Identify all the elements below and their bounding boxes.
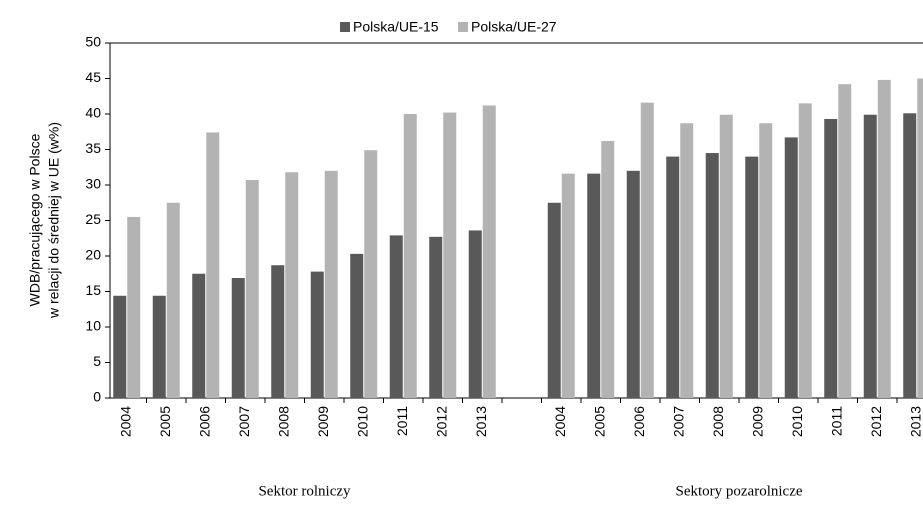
y-tick-label: 5: [93, 353, 101, 369]
bar: [561, 173, 575, 398]
bar: [231, 278, 245, 398]
bar: [877, 79, 891, 399]
legend-label: Polska/UE-27: [471, 19, 557, 35]
y-tick-label: 50: [85, 34, 101, 50]
x-tick-label: 2009: [749, 406, 765, 437]
bar: [745, 156, 759, 398]
y-axis-label: WDB/pracującego w Polsce: [27, 133, 43, 306]
bar: [166, 202, 180, 398]
bar: [640, 102, 654, 398]
legend-label: Polska/UE-15: [353, 19, 439, 35]
x-tick-label: 2004: [117, 406, 133, 437]
x-tick-label: 2005: [157, 406, 173, 437]
x-tick-label: 2008: [275, 406, 291, 437]
bar: [587, 173, 601, 398]
x-tick-label: 2009: [315, 406, 331, 437]
group-label: Sektory pozarolnicze: [675, 483, 802, 499]
y-tick-label: 40: [85, 105, 101, 121]
x-tick-label: 2011: [828, 406, 844, 436]
bar: [245, 180, 259, 398]
bar: [626, 170, 640, 398]
bar: [429, 236, 443, 398]
x-tick-label: 2008: [710, 406, 726, 437]
bar: [310, 271, 324, 398]
x-tick-label: 2012: [868, 406, 884, 437]
bar: [152, 295, 166, 398]
bar: [285, 172, 299, 398]
bar: [547, 202, 561, 398]
group-label: Sektor rolniczy: [258, 483, 351, 499]
y-tick-label: 30: [85, 176, 101, 192]
x-tick-label: 2007: [236, 406, 252, 437]
bar: [759, 123, 773, 398]
bar: [719, 114, 733, 399]
bar: [443, 112, 457, 398]
bar: [798, 103, 812, 398]
bar: [863, 114, 877, 399]
y-tick-label: 0: [93, 389, 101, 405]
bar: [113, 295, 127, 398]
bar: [903, 113, 917, 398]
bar: [403, 114, 417, 398]
x-tick-label: 2004: [552, 406, 568, 437]
y-tick-label: 45: [85, 69, 101, 85]
x-tick-label: 2013: [473, 406, 489, 437]
bar: [838, 84, 852, 399]
bar: [350, 253, 364, 398]
bar: [324, 170, 338, 398]
legend-swatch: [458, 22, 468, 32]
y-tick-label: 35: [85, 140, 101, 156]
bar: [705, 153, 719, 398]
bar: [784, 137, 798, 398]
x-tick-label: 2005: [591, 406, 607, 437]
y-tick-label: 25: [85, 211, 101, 227]
y-tick-label: 10: [85, 318, 101, 334]
bar: [482, 105, 496, 398]
x-tick-label: 2011: [394, 406, 410, 436]
bar: [680, 123, 694, 398]
bar: [666, 156, 680, 398]
y-tick-label: 20: [85, 247, 101, 263]
bar: [468, 230, 482, 398]
x-tick-label: 2010: [354, 406, 370, 437]
x-tick-label: 2010: [789, 406, 805, 437]
legend-swatch: [340, 22, 350, 32]
y-axis-label: w relacji do średniej w UE (w%): [46, 122, 62, 319]
y-tick-label: 15: [85, 282, 101, 298]
bar: [127, 216, 141, 398]
bar: [192, 273, 206, 398]
bar: [824, 118, 838, 398]
x-tick-label: 2006: [196, 406, 212, 437]
x-tick-label: 2013: [907, 406, 923, 437]
bar: [917, 78, 923, 398]
bar: [271, 265, 285, 398]
x-tick-label: 2012: [433, 406, 449, 437]
bar: [389, 235, 403, 398]
bar: [206, 132, 220, 398]
x-tick-label: 2006: [631, 406, 647, 437]
x-tick-label: 2007: [670, 406, 686, 437]
bar: [601, 140, 615, 399]
bar: [364, 150, 378, 398]
